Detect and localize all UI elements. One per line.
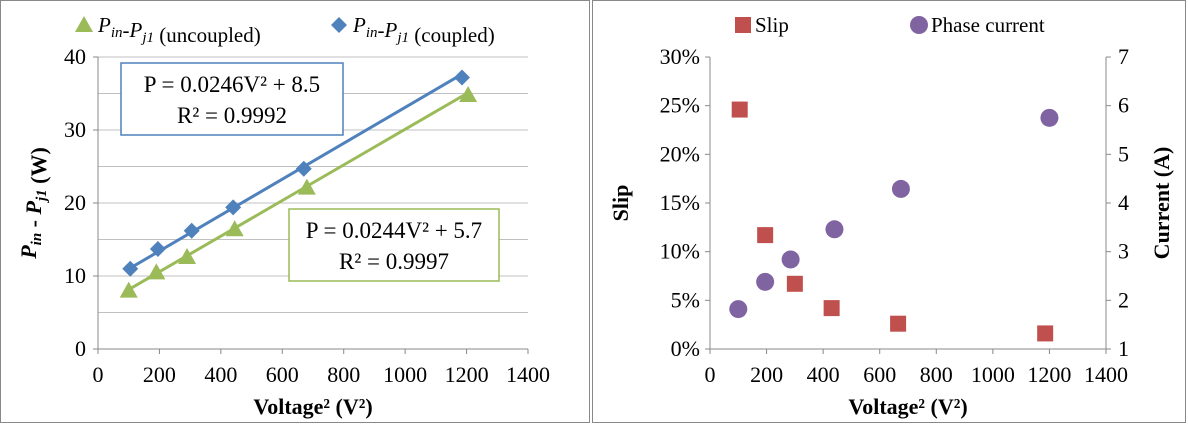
- right-chart-panel: 0 200 400 600 800 1000 1200 1400 0% 5% 10% 15% 20% 25…: [592, 0, 1186, 423]
- trendline-equation-box: [288, 208, 500, 282]
- y2-tick-label: 6: [1118, 93, 1129, 118]
- trendline-r2: R² = 0.9997: [339, 249, 449, 274]
- x-tick-label: 600: [863, 362, 896, 387]
- x-tick-label: 200: [143, 362, 176, 387]
- data-point: [122, 260, 139, 277]
- data-point: [890, 315, 907, 332]
- y2-tick-label: 5: [1118, 141, 1129, 166]
- data-point: [459, 85, 478, 102]
- x-axis-title: Voltage² (V²): [253, 394, 372, 419]
- data-point: [119, 281, 138, 298]
- y-tick-labels: 0 10 20 30 40: [64, 44, 98, 361]
- data-point: [453, 69, 470, 86]
- x-tick-label: 400: [204, 362, 237, 387]
- data-point: [1037, 325, 1054, 342]
- x-tick-label: 0: [705, 362, 716, 387]
- legend-label: Slip: [755, 13, 789, 37]
- series-0: [731, 101, 1054, 342]
- data-point: [147, 263, 166, 280]
- y2-tick-label: 3: [1118, 239, 1129, 264]
- y2-tick-labels: 1 2 3 4 5 6 7: [1106, 44, 1129, 361]
- x-tick-label: 800: [920, 362, 953, 387]
- x-tick-label: 600: [266, 362, 299, 387]
- y-tick-label: 20: [64, 190, 86, 215]
- data-point: [1040, 108, 1059, 127]
- y-axis-title-group: Pin - Pj1 (W): [16, 147, 51, 260]
- data-point: [297, 178, 316, 195]
- x-tick-label: 1000: [971, 362, 1015, 387]
- data-point: [183, 222, 200, 239]
- y-tick-label: 10%: [660, 239, 700, 264]
- y2-tick-label: 7: [1118, 44, 1129, 69]
- trendline-equation: P = 0.0246V² + 8.5: [144, 72, 320, 97]
- legend-marker: [331, 17, 347, 33]
- y-tick-label: 25%: [660, 93, 700, 118]
- y2-tick-label: 4: [1118, 190, 1129, 215]
- data-point: [823, 300, 840, 317]
- y-tick-labels: 0% 5% 10% 15% 20% 25% 30%: [660, 44, 710, 361]
- data-point: [825, 220, 844, 239]
- y-tick-label: 5%: [671, 287, 700, 312]
- data-point: [295, 160, 312, 177]
- x-axis-title: Voltage² (V²): [848, 394, 967, 419]
- x-tick-label: 1000: [383, 362, 427, 387]
- y-axis-title: Pin - Pj1 (W): [16, 147, 51, 260]
- data-point: [729, 300, 748, 319]
- y-tick-label: 10: [64, 263, 86, 288]
- y-tick-label: 0: [75, 336, 86, 361]
- y-axis-title: Slip: [608, 185, 633, 222]
- y-tick-label: 15%: [660, 190, 700, 215]
- y2-axis-title: Current (A): [1149, 147, 1174, 260]
- x-tick-label: 1400: [1084, 362, 1128, 387]
- y-tick-label: 30: [64, 117, 86, 142]
- power-vs-voltage-chart: 0 200 400 600 800 1000 1200 1400 0 10 20 30 40 Voltag…: [0, 0, 590, 423]
- x-tick-label: 400: [807, 362, 840, 387]
- y-tick-label: 40: [64, 44, 86, 69]
- trendline-equation: P = 0.0244V² + 5.7: [306, 218, 482, 243]
- x-tick-labels: 0 200 400 600 800 1000 1200 1400: [93, 349, 550, 387]
- trendline: [129, 72, 463, 270]
- legend: Pin-Pj1 (uncoupled) Pin-Pj1 (coupled): [75, 13, 495, 47]
- x-tick-label: 200: [750, 362, 783, 387]
- legend-label: Pin-Pj1 (uncoupled): [97, 13, 261, 47]
- left-chart-panel: 0 200 400 600 800 1000 1200 1400 0 10 20 30 40 Voltag…: [0, 0, 590, 423]
- x-tick-label: 800: [327, 362, 360, 387]
- x-tick-label: 1400: [506, 362, 550, 387]
- data-point: [786, 275, 803, 292]
- y-tick-label: 0%: [671, 336, 700, 361]
- series-1: [729, 108, 1059, 319]
- legend-marker: [75, 16, 93, 32]
- slip-current-vs-voltage-chart: 0 200 400 600 800 1000 1200 14000%5%10%15%20%25…: [592, 0, 1186, 423]
- data-point: [781, 250, 800, 269]
- data-point: [891, 179, 910, 198]
- data-point: [225, 199, 242, 216]
- y-tick-label: 20%: [660, 141, 700, 166]
- y2-tick-label: 1: [1118, 336, 1129, 361]
- trendline-r2: R² = 0.9992: [177, 103, 287, 128]
- series-0: P = 0.0244V² + 5.7 R² = 0.9997: [119, 85, 500, 298]
- legend-marker: [735, 17, 751, 33]
- legend-label: Pin-Pj1 (coupled): [352, 13, 495, 47]
- data-point: [757, 227, 774, 244]
- data-point: [149, 240, 166, 257]
- data-point: [731, 101, 748, 118]
- data-point: [225, 220, 244, 237]
- legend-marker: [910, 16, 928, 34]
- series-1: P = 0.0246V² + 8.5 R² = 0.9992: [120, 62, 470, 277]
- x-tick-label: 1200: [445, 362, 489, 387]
- legend-label: Phase current: [931, 13, 1045, 37]
- y2-tick-label: 2: [1118, 287, 1129, 312]
- trendline-equation-box: [120, 62, 344, 136]
- data-point: [178, 248, 197, 265]
- x-tick-label: 1200: [1027, 362, 1071, 387]
- y-tick-label: 30%: [660, 44, 700, 69]
- data-point: [756, 272, 775, 291]
- chart-border: [592, 0, 1186, 423]
- legend: Slip Phase current: [735, 13, 1045, 37]
- x-tick-label: 0: [93, 362, 104, 387]
- x-tick-labels: 0 200 400 600 800 1000 1200 1400: [705, 349, 1128, 387]
